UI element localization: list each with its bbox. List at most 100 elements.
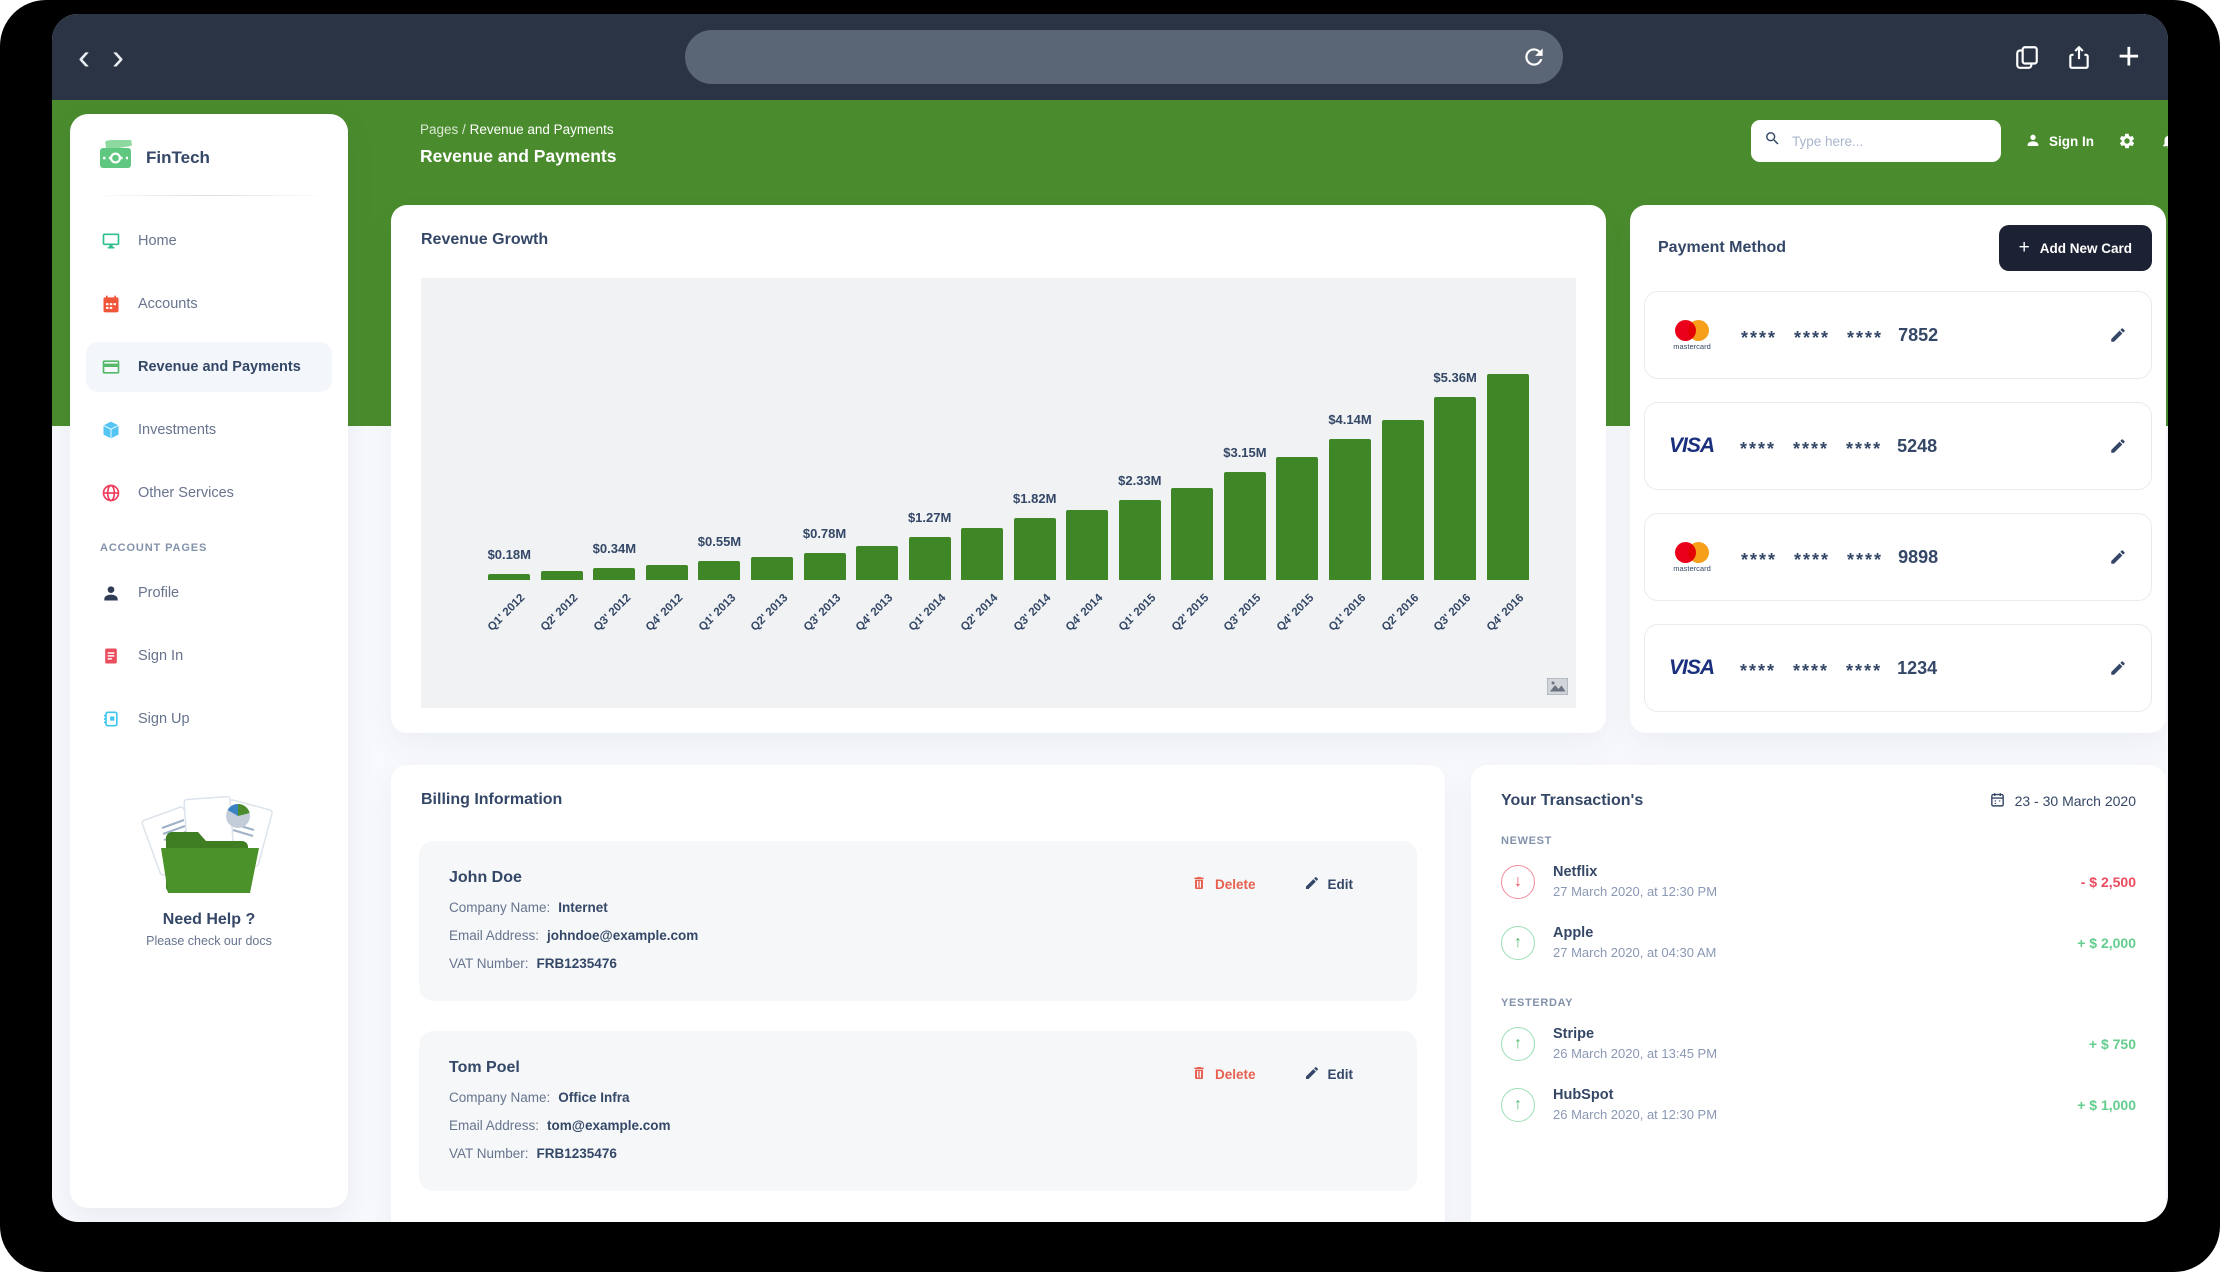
sidebar-item-home[interactable]: Home xyxy=(86,216,332,266)
bar[interactable] xyxy=(1066,510,1109,580)
visa-logo-icon: VISA xyxy=(1669,434,1715,457)
bell-icon[interactable] xyxy=(2160,132,2168,150)
image-placeholder-icon[interactable] xyxy=(1546,677,1569,700)
sidebar-item-profile[interactable]: Profile xyxy=(86,568,332,618)
edit-card-icon[interactable] xyxy=(2109,437,2127,455)
bar[interactable]: $0.34M xyxy=(593,541,636,580)
bar[interactable] xyxy=(1381,420,1424,580)
window-controls: + xyxy=(2014,14,2140,100)
bar[interactable]: $3.15M xyxy=(1223,445,1267,580)
bar[interactable]: $4.14M xyxy=(1328,412,1372,580)
bar[interactable] xyxy=(645,565,688,580)
x-axis-tick: Q2' 2013 xyxy=(748,592,791,634)
bar-group: $1.82M Q3' 2014 xyxy=(1008,344,1061,634)
edit-card-icon[interactable] xyxy=(2109,326,2127,344)
bar[interactable]: $2.33M xyxy=(1118,473,1162,580)
arrow-up-circle-icon: ↑ xyxy=(1501,925,1535,960)
delete-button[interactable]: Delete xyxy=(1191,1065,1256,1084)
company-label: Company Name: xyxy=(449,900,551,915)
help-subtitle[interactable]: Please check our docs xyxy=(146,934,272,948)
transaction-amount: + $ 1,000 xyxy=(2077,1096,2136,1113)
new-tab-icon[interactable]: + xyxy=(2117,36,2140,78)
bar-value-label: $1.82M xyxy=(1013,491,1057,506)
transaction-row[interactable]: ↑ Apple 27 March 2020, at 04:30 AM + $ 2… xyxy=(1471,912,2166,973)
bar[interactable] xyxy=(961,528,1004,580)
payment-card-row[interactable]: VISA **** **** **** 1234 xyxy=(1644,624,2152,712)
card-last4: 9898 xyxy=(1898,546,1939,567)
transactions-date-range[interactable]: 23 - 30 March 2020 xyxy=(1989,791,2136,811)
bar-value-label: $0.18M xyxy=(487,547,531,562)
transaction-row[interactable]: ↑ Stripe 26 March 2020, at 13:45 PM + $ … xyxy=(1471,1013,2166,1074)
payment-head: Payment Method + Add New Card xyxy=(1630,205,2166,271)
bar-group: Q4' 2014 xyxy=(1061,344,1114,634)
transactions-card: Your Transaction's 23 - 30 March 2020 NE… xyxy=(1471,765,2166,1222)
transaction-info: Apple 27 March 2020, at 04:30 AM xyxy=(1553,925,1716,960)
sidebar-item-label: Sign In xyxy=(138,648,184,664)
search-input[interactable] xyxy=(1790,132,1988,150)
share-icon[interactable] xyxy=(2066,44,2092,70)
bar[interactable]: $0.55M xyxy=(698,534,741,580)
sign-in-button[interactable]: Sign In xyxy=(2025,132,2094,151)
forward-icon[interactable]: › xyxy=(112,36,124,77)
transaction-amount: + $ 750 xyxy=(2088,1035,2136,1052)
refresh-icon[interactable] xyxy=(1521,44,1547,70)
bar[interactable]: $0.18M xyxy=(488,547,531,580)
bar[interactable] xyxy=(1171,488,1214,580)
sidebar-item-revenue-and-payments[interactable]: Revenue and Payments xyxy=(86,342,332,392)
email-value: tom@example.com xyxy=(547,1118,671,1133)
billing-entry: Tom Poel Company Name: Office Infra Email… xyxy=(419,1031,1417,1191)
transaction-info: Stripe 26 March 2020, at 13:45 PM xyxy=(1553,1026,1717,1061)
bar[interactable]: $1.82M xyxy=(1013,491,1056,580)
billing-information-title: Billing Information xyxy=(421,791,563,808)
sidebar-item-other-services[interactable]: Other Services xyxy=(86,468,332,518)
edit-button[interactable]: Edit xyxy=(1304,875,1353,894)
bar[interactable]: $1.27M xyxy=(908,510,951,580)
address-bar[interactable] xyxy=(685,30,1563,84)
sidebar-item-sign-in[interactable]: Sign In xyxy=(86,631,332,681)
transaction-date: 26 March 2020, at 12:30 PM xyxy=(1553,1107,1718,1122)
bar[interactable] xyxy=(856,546,899,580)
back-icon[interactable]: ‹ xyxy=(78,36,90,77)
bar-group: Q2' 2014 xyxy=(956,344,1009,634)
sidebar-item-investments[interactable]: Investments xyxy=(86,405,332,455)
sidebar-item-accounts[interactable]: Accounts xyxy=(86,279,332,329)
bar[interactable]: $0.78M xyxy=(803,526,846,580)
transactions-title: Your Transaction's xyxy=(1501,792,1644,809)
help-title: Need Help ? xyxy=(162,911,256,928)
payment-card-row[interactable]: mastercard **** **** **** 9898 xyxy=(1644,513,2152,601)
add-new-card-button[interactable]: + Add New Card xyxy=(1998,225,2152,271)
divider xyxy=(90,195,328,196)
delete-button[interactable]: Delete xyxy=(1191,875,1256,894)
bar[interactable] xyxy=(1276,457,1319,580)
transaction-row[interactable]: ↑ HubSpot 26 March 2020, at 12:30 PM + $… xyxy=(1471,1074,2166,1135)
bar[interactable] xyxy=(540,571,583,580)
edit-button[interactable]: Edit xyxy=(1304,1065,1353,1084)
x-axis-tick: Q2' 2016 xyxy=(1379,592,1422,634)
tabs-icon[interactable] xyxy=(2014,44,2040,70)
sidebar-item-label: Sign Up xyxy=(138,711,190,727)
card-last4: 1234 xyxy=(1897,657,1938,678)
sidebar-item-label: Home xyxy=(138,233,177,249)
payment-card-row[interactable]: mastercard **** **** **** 7852 xyxy=(1644,291,2152,379)
brand[interactable]: FinTech xyxy=(86,114,332,195)
monitor-icon xyxy=(100,230,122,252)
bar-group: $0.78M Q3' 2013 xyxy=(798,344,851,634)
x-axis-tick: Q2' 2012 xyxy=(538,592,581,634)
calendar-icon xyxy=(100,293,122,315)
payment-card-row[interactable]: VISA **** **** **** 5248 xyxy=(1644,402,2152,490)
bar[interactable]: $5.36M xyxy=(1433,370,1477,580)
edit-card-icon[interactable] xyxy=(2109,659,2127,677)
add-new-card-label: Add New Card xyxy=(2039,240,2132,256)
bar[interactable] xyxy=(751,557,793,580)
bar-group: Q4' 2015 xyxy=(1271,344,1324,634)
edit-card-icon[interactable] xyxy=(2109,548,2127,566)
bar-group: $5.36M Q3' 2016 xyxy=(1429,344,1482,634)
x-axis-tick: Q3' 2012 xyxy=(591,592,633,634)
transaction-row[interactable]: ↓ Netflix 27 March 2020, at 12:30 PM - $… xyxy=(1471,851,2166,912)
search-box[interactable] xyxy=(1751,120,2001,162)
gear-icon[interactable] xyxy=(2118,132,2136,150)
bar[interactable] xyxy=(1486,374,1529,580)
sidebar-item-sign-up[interactable]: Sign Up xyxy=(86,694,332,744)
email-value: johndoe@example.com xyxy=(547,928,699,943)
breadcrumb-root[interactable]: Pages xyxy=(420,122,459,137)
